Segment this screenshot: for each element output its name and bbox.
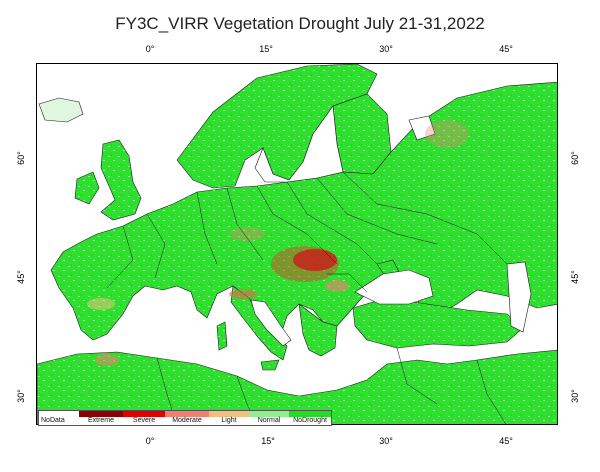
drought-hotspots — [87, 120, 469, 366]
legend-label-severe: Severe — [132, 417, 156, 424]
baltic-sea — [254, 105, 344, 183]
hotspot-po-valley — [229, 289, 257, 299]
greece — [298, 303, 338, 357]
hotspot-spain — [87, 298, 115, 310]
legend: NoData Extreme Severe Moderate Light Nor… — [38, 410, 332, 426]
legend-label-nodata: NoData — [41, 417, 65, 424]
lon-tick-top-45: 45° — [499, 44, 513, 54]
map-frame — [36, 63, 558, 425]
sicily — [260, 359, 280, 371]
sardinia — [216, 321, 228, 351]
lon-tick-bottom-0: 0° — [145, 436, 155, 446]
legend-nodata: NoData — [39, 411, 79, 425]
legend-swatch-extreme — [79, 411, 123, 417]
finland — [332, 93, 392, 175]
hotspot-russia — [425, 120, 469, 148]
great-britain — [100, 139, 142, 221]
lat-tick-left-30: 30° — [15, 389, 26, 403]
legend-swatch-nodata — [39, 411, 79, 417]
adriatic-sea — [250, 299, 292, 347]
legend-nodrought: NoDrought — [289, 411, 331, 425]
map-canvas — [37, 64, 557, 424]
legend-severe: Severe — [123, 411, 165, 425]
turkey — [352, 297, 524, 349]
map-title: FY3C_VIRR Vegetation Drought July 21-31,… — [115, 14, 485, 33]
legend-label-light: Light — [221, 417, 237, 424]
legend-swatch-severe — [123, 411, 165, 417]
ireland — [74, 171, 100, 205]
lon-tick-top-30: 30° — [379, 44, 393, 54]
hotspot-germany — [229, 227, 265, 241]
lat-tick-left-45: 45° — [15, 270, 26, 284]
lat-tick-right-45: 45° — [569, 270, 580, 284]
hotspot-hungary-severe — [271, 246, 339, 282]
lat-tick-right-30: 30° — [569, 389, 580, 403]
lat-tick-left-60: 60° — [15, 151, 26, 165]
legend-label-normal: Normal — [257, 417, 281, 424]
legend-label-nodrought: NoDrought — [293, 417, 327, 424]
black-sea — [354, 269, 434, 305]
legend-light: Light — [209, 411, 249, 425]
legend-swatch-normal — [249, 411, 289, 417]
lon-tick-top-15: 15° — [259, 44, 273, 54]
iceland — [38, 97, 84, 123]
hotspot-north-africa — [95, 354, 119, 366]
legend-swatch-light — [209, 411, 249, 417]
hotspot-balkans — [325, 280, 349, 292]
legend-extreme: Extreme — [79, 411, 123, 425]
legend-swatch-moderate — [165, 411, 209, 417]
legend-label-extreme: Extreme — [87, 417, 115, 424]
lon-tick-bottom-15: 15° — [261, 436, 275, 446]
legend-normal: Normal — [249, 411, 289, 425]
legend-label-moderate: Moderate — [172, 417, 202, 424]
legend-swatch-nodrought — [289, 411, 331, 417]
land-layer — [37, 64, 557, 424]
lon-tick-bottom-45: 45° — [499, 436, 513, 446]
legend-moderate: Moderate — [165, 411, 209, 425]
water-layer — [250, 105, 532, 347]
lat-tick-right-60: 60° — [569, 151, 580, 165]
country-borders — [106, 171, 508, 424]
lon-tick-top-0: 0° — [145, 44, 155, 54]
caspian-sea — [506, 261, 532, 333]
hotspot-hungary-extreme — [293, 249, 337, 271]
lon-tick-bottom-30: 30° — [379, 436, 393, 446]
white-sea — [408, 115, 436, 141]
